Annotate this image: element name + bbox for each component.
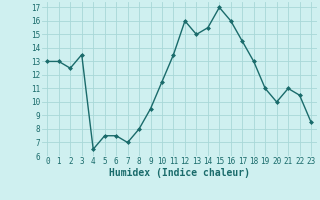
X-axis label: Humidex (Indice chaleur): Humidex (Indice chaleur) [109,168,250,178]
